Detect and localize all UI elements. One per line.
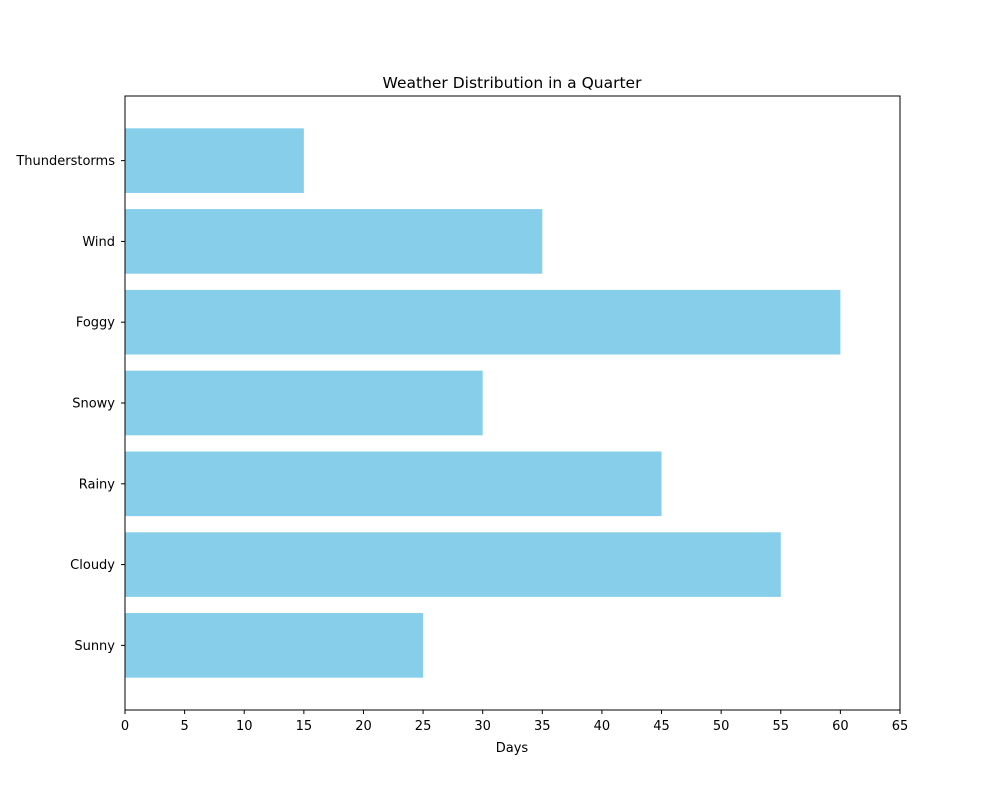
bars	[125, 128, 841, 678]
x-tick-label: 60	[832, 719, 849, 734]
bar-sunny	[125, 613, 424, 678]
y-tick-label: Thunderstorms	[15, 154, 115, 169]
x-tick-label: 15	[296, 719, 313, 734]
x-tick-label: 45	[653, 719, 670, 734]
x-tick-label: 0	[121, 719, 129, 734]
x-axis-ticks: 0 5 10 15 20 25 30 35 40 45 50 55 60 65	[121, 710, 908, 734]
x-tick-label: 30	[474, 719, 491, 734]
bar-thunderstorms	[125, 128, 304, 193]
chart-title: Weather Distribution in a Quarter	[383, 74, 643, 92]
y-axis-ticks: Sunny Cloudy Rainy Snowy Foggy Wind Thundersto…	[15, 154, 125, 654]
x-tick-label: 20	[355, 719, 372, 734]
x-axis-label: Days	[496, 741, 529, 756]
y-tick-label: Rainy	[79, 477, 116, 492]
bar-snowy	[125, 370, 483, 436]
x-tick-label: 50	[713, 719, 730, 734]
y-tick-label: Cloudy	[70, 558, 115, 573]
bar-rainy	[125, 451, 662, 517]
y-tick-label: Wind	[82, 235, 115, 250]
x-tick-label: 35	[534, 719, 551, 734]
bar-foggy	[125, 289, 841, 355]
x-tick-label: 25	[415, 719, 432, 734]
x-tick-label: 55	[772, 719, 789, 734]
x-tick-label: 5	[180, 719, 188, 734]
x-tick-label: 65	[892, 719, 909, 734]
bar-cloudy	[125, 532, 781, 597]
bar-wind	[125, 209, 543, 274]
y-tick-label: Snowy	[72, 397, 115, 412]
y-tick-label: Foggy	[76, 316, 115, 331]
y-tick-label: Sunny	[74, 639, 115, 654]
x-tick-label: 10	[236, 719, 253, 734]
x-tick-label: 40	[594, 719, 611, 734]
